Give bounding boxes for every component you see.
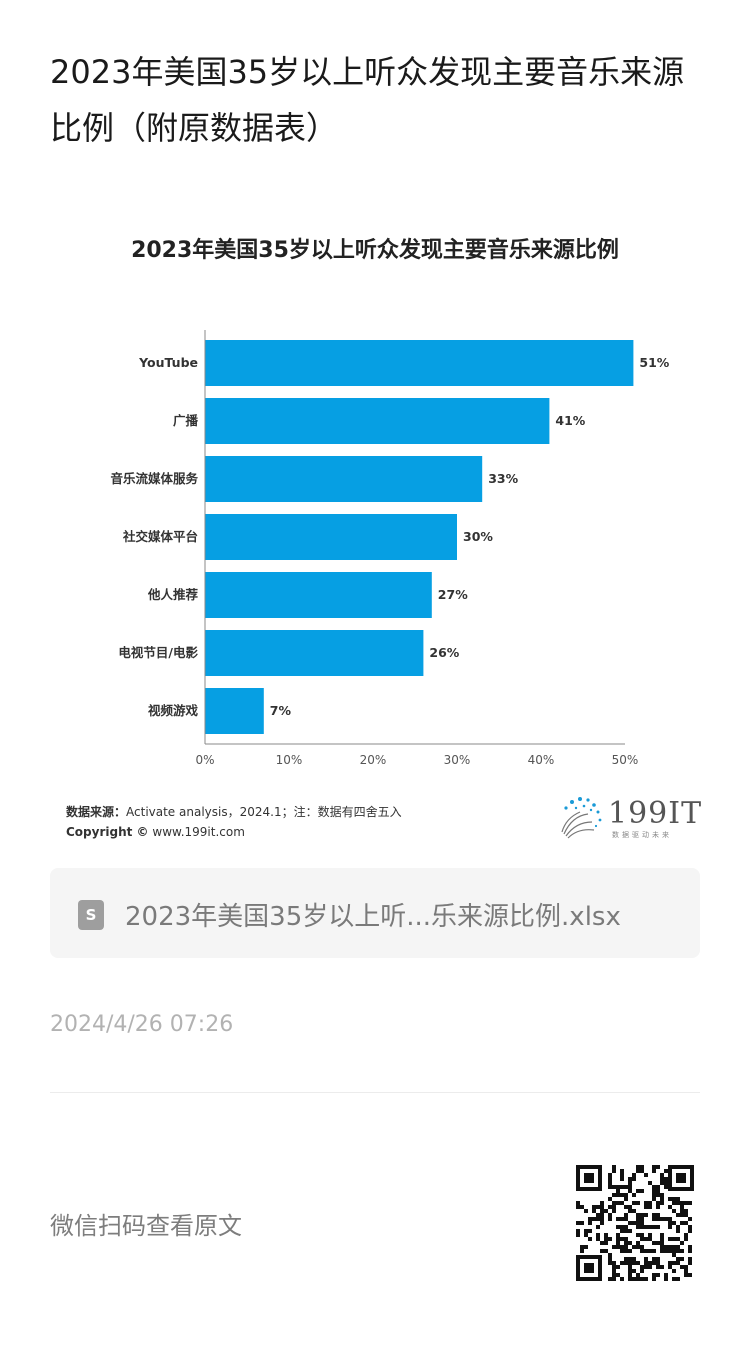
category-label: YouTube xyxy=(138,355,198,370)
chart-image: 2023年美国35岁以上听众发现主要音乐来源比例 YouTube 51% 广播 41%… xyxy=(50,210,701,850)
spreadsheet-icon-letter: S xyxy=(85,906,97,924)
bar xyxy=(205,340,634,386)
value-label: 51% xyxy=(639,355,669,370)
x-tick-label: 30% xyxy=(444,753,471,767)
divider xyxy=(50,1092,700,1093)
value-label: 7% xyxy=(270,703,292,718)
bar-chart: YouTube 51% 广播 41% 音乐流媒体服务 33% 社交媒体平台 30% 他人推荐 27… xyxy=(110,330,670,767)
value-label: 26% xyxy=(429,645,459,660)
qr-prompt: 微信扫码查看原文 xyxy=(50,1212,242,1240)
bar xyxy=(205,572,432,618)
category-label: 他人推荐 xyxy=(147,587,199,602)
article-title: 2023年美国35岁以上听众发现主要音乐来源比例（附原数据表） xyxy=(50,53,685,147)
bar xyxy=(205,398,550,444)
attachment-card[interactable]: S 2023年美国35岁以上听...乐来源比例.xlsx xyxy=(50,868,700,958)
logo-tagline: 数据驱动未来 xyxy=(612,831,672,839)
bar xyxy=(205,456,483,502)
category-label: 视频游戏 xyxy=(148,703,199,718)
source-block: 数据来源：Activate analysis，2024.1；注：数据有四舍五入 … xyxy=(66,802,402,842)
source-label: 数据来源： xyxy=(66,805,127,819)
logo-dandelion-icon xyxy=(561,797,602,839)
bar xyxy=(205,688,264,734)
chart-title: 2023年美国35岁以上听众发现主要音乐来源比例 xyxy=(131,238,619,263)
copyright-text: www.199it.com xyxy=(152,825,245,839)
x-tick-label: 50% xyxy=(612,753,639,767)
publish-timestamp: 2024/4/26 07:26 xyxy=(50,1012,234,1037)
value-label: 30% xyxy=(463,529,493,544)
attachment-filename[interactable]: 2023年美国35岁以上听...乐来源比例.xlsx xyxy=(125,902,621,932)
value-label: 27% xyxy=(438,587,468,602)
category-label: 电视节目/电影 xyxy=(118,645,198,660)
qr-code-icon[interactable] xyxy=(574,1163,696,1283)
source-text: Activate analysis，2024.1；注：数据有四舍五入 xyxy=(126,805,402,819)
category-label: 社交媒体平台 xyxy=(122,529,198,544)
category-label: 音乐流媒体服务 xyxy=(110,471,198,486)
copyright-label: Copyright © xyxy=(66,825,149,839)
x-tick-label: 20% xyxy=(360,753,387,767)
bar xyxy=(205,514,457,560)
spreadsheet-icon: S xyxy=(78,900,104,930)
logo-text: 199IT xyxy=(608,796,703,831)
bar xyxy=(205,630,424,676)
category-label: 广播 xyxy=(173,413,199,428)
value-label: 33% xyxy=(488,471,518,486)
x-tick-label: 40% xyxy=(528,753,555,767)
x-tick-label: 10% xyxy=(276,753,303,767)
value-label: 41% xyxy=(555,413,585,428)
logo: 199IT 数据驱动未来 xyxy=(558,794,701,844)
x-tick-label: 0% xyxy=(195,753,214,767)
